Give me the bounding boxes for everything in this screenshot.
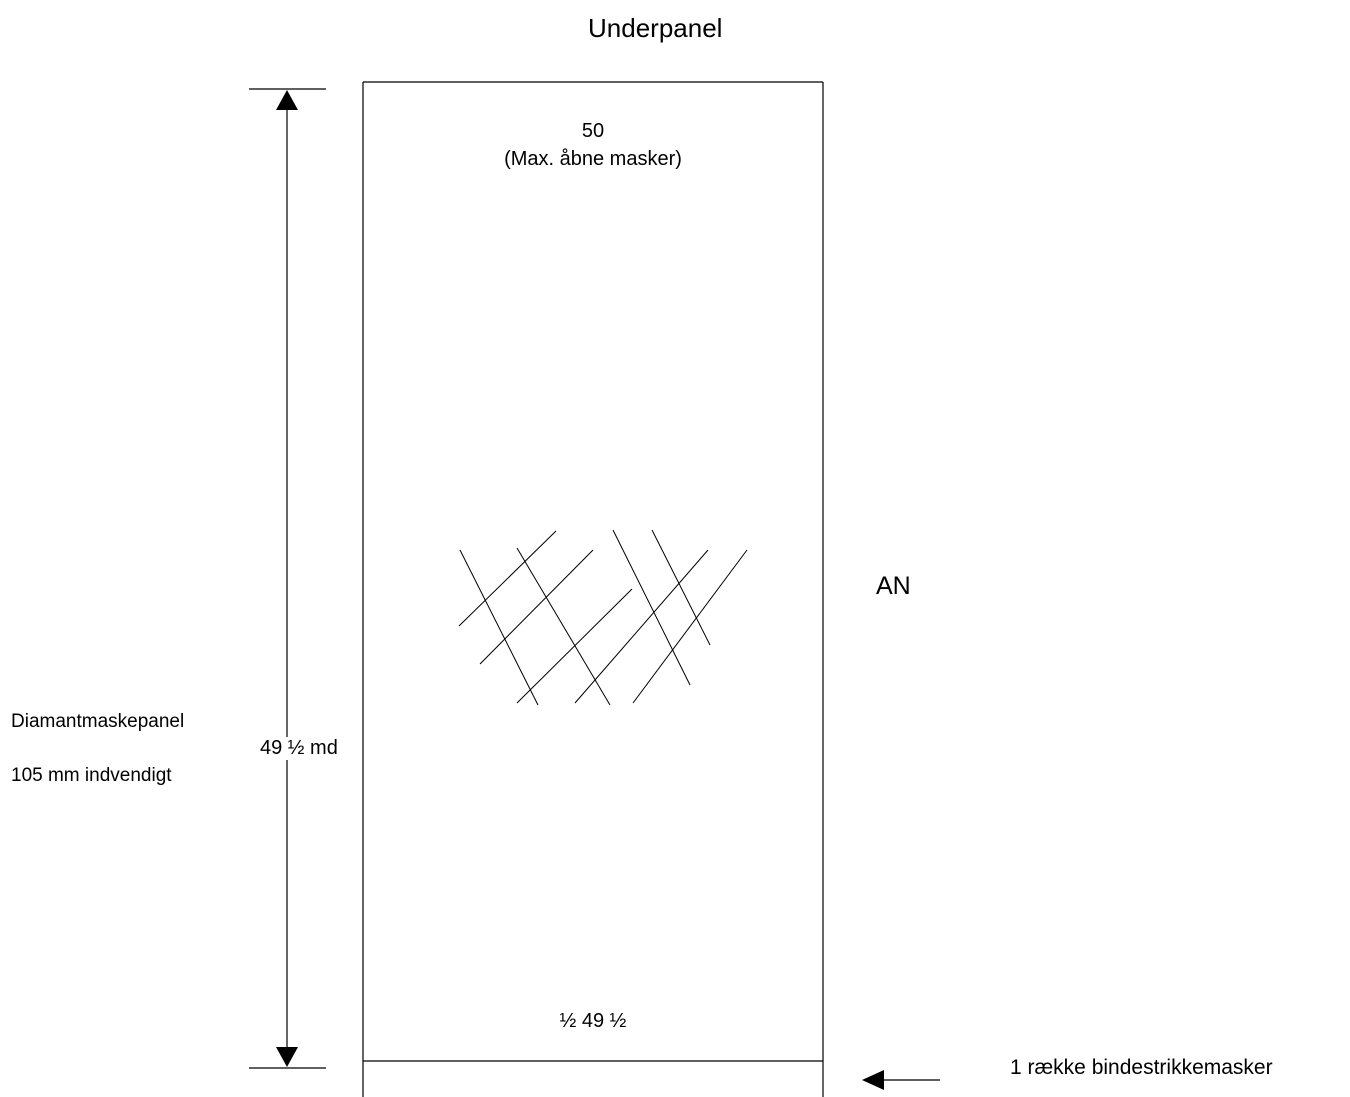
height-label: 49 ½ md xyxy=(259,737,339,760)
arrow-down-icon xyxy=(276,1047,298,1067)
top-mesh-count: 50 xyxy=(581,120,605,142)
diamond-mesh-sketch xyxy=(458,529,748,706)
top-mesh-note: (Max. åbne masker) xyxy=(504,148,682,170)
arrow-left-icon xyxy=(862,1070,884,1090)
panel-name-label: Diamantmaskepanel xyxy=(11,711,185,732)
height-dimension xyxy=(249,88,326,1069)
side-label: AN xyxy=(876,572,911,600)
bottom-row-label: 1 række bindestrikkemasker xyxy=(1010,1056,1273,1079)
arrow-up-icon xyxy=(276,90,298,110)
panel-outline xyxy=(362,81,824,1097)
bottom-mesh-count: ½ 49 ½ xyxy=(559,1010,627,1032)
diagram-title: Underpanel xyxy=(588,13,723,43)
mesh-size-label: 105 mm indvendigt xyxy=(11,765,172,786)
